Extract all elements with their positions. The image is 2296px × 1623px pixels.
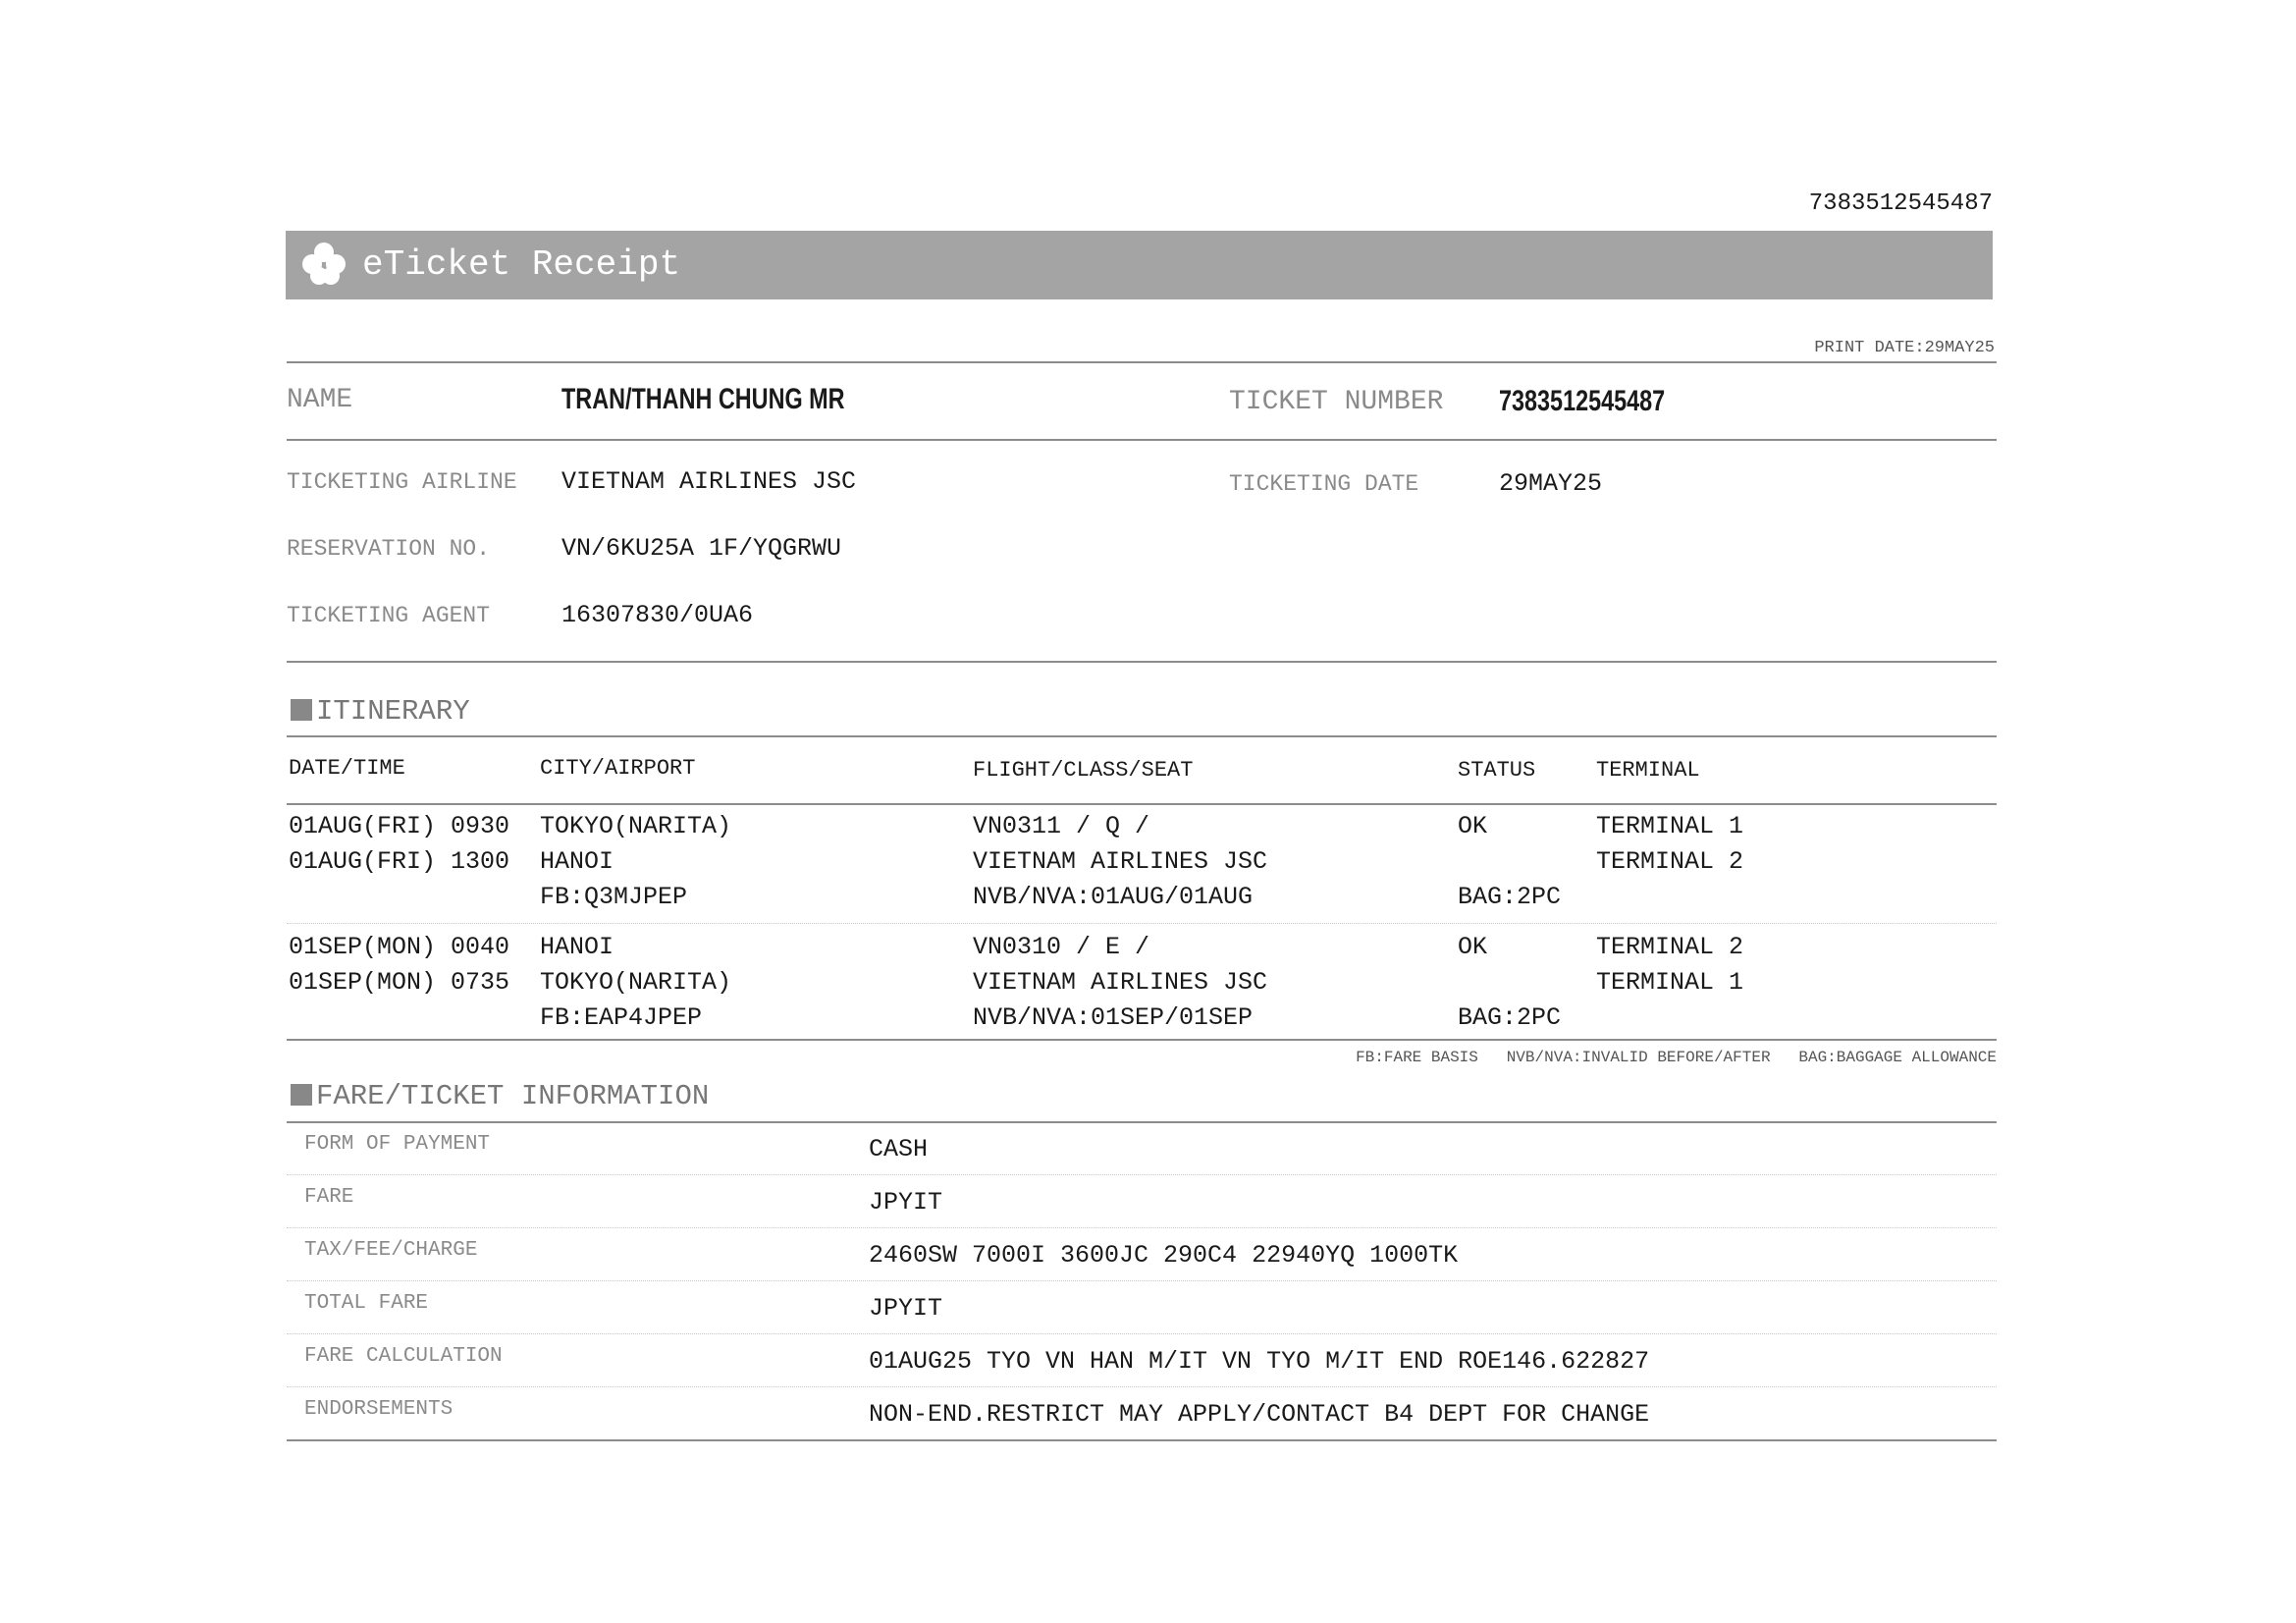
- segment-validity: NVB/NVA:01AUG/01AUG: [973, 883, 1254, 911]
- reservation-number: VN/6KU25A 1F/YQGRWU: [561, 534, 842, 563]
- fare-row-label: TAX/FEE/CHARGE: [304, 1239, 478, 1262]
- ticketing-airline-label: TICKETING AIRLINE: [287, 469, 517, 495]
- divider: [287, 1039, 1997, 1041]
- segment-arr-city: TOKYO(NARITA): [540, 968, 732, 997]
- column-header: CITY/AIRPORT: [540, 756, 696, 781]
- row-divider: [287, 1333, 1997, 1334]
- segment-carrier: VIETNAM AIRLINES JSC: [973, 968, 1268, 997]
- segment-arr-terminal: TERMINAL 1: [1596, 968, 1744, 997]
- itinerary-section-title: ITINERARY: [291, 695, 470, 728]
- itinerary-legend: FB:FARE BASIS NVB/NVA:INVALID BEFORE/AFT…: [1356, 1049, 1997, 1066]
- segment-dep-terminal: TERMINAL 2: [1596, 933, 1744, 961]
- column-header: DATE/TIME: [289, 756, 405, 781]
- divider: [287, 735, 1997, 737]
- divider: [287, 1121, 1997, 1123]
- divider: [287, 1439, 1997, 1441]
- segment-dep-time: 01SEP(MON) 0040: [289, 933, 510, 961]
- reservation-label: RESERVATION NO.: [287, 536, 491, 562]
- segment-dep-city: HANOI: [540, 933, 614, 961]
- segment-dep-terminal: TERMINAL 1: [1596, 812, 1744, 840]
- fare-row-label: ENDORSEMENTS: [304, 1398, 454, 1421]
- segment-dep-time: 01AUG(FRI) 0930: [289, 812, 510, 840]
- column-header: TERMINAL: [1596, 758, 1700, 783]
- fare-row-label: TOTAL FARE: [304, 1292, 429, 1315]
- divider: [287, 361, 1997, 363]
- lotus-icon: [302, 243, 346, 285]
- ticket-number: 7383512545487: [1499, 385, 1666, 417]
- fare-row-label: FARE: [304, 1186, 354, 1209]
- ticketing-date-label: TICKETING DATE: [1229, 471, 1419, 497]
- fare-row-value: 2460SW 7000I 3600JC 290C4 22940YQ 1000TK: [869, 1241, 1459, 1270]
- square-bullet-icon: [291, 1084, 312, 1106]
- passenger-name: TRAN/THANH CHUNG MR: [561, 383, 845, 415]
- itinerary-title: ITINERARY: [316, 695, 470, 728]
- legend-item: NVB/NVA:INVALID BEFORE/AFTER: [1506, 1049, 1771, 1066]
- segment-validity: NVB/NVA:01SEP/01SEP: [973, 1003, 1254, 1032]
- segment-fare-basis: FB:Q3MJPEP: [540, 883, 688, 911]
- segment-fare-basis: FB:EAP4JPEP: [540, 1003, 703, 1032]
- top-ticket-number: 7383512545487: [1808, 190, 1993, 217]
- title-bar: eTicket Receipt: [286, 231, 1993, 299]
- page-title: eTicket Receipt: [362, 244, 681, 285]
- segment-arr-time: 01AUG(FRI) 1300: [289, 847, 510, 876]
- ticketing-airline: VIETNAM AIRLINES JSC: [561, 467, 857, 496]
- legend-item: BAG:BAGGAGE ALLOWANCE: [1798, 1049, 1997, 1066]
- segment-arr-city: HANOI: [540, 847, 614, 876]
- segment-carrier: VIETNAM AIRLINES JSC: [973, 847, 1268, 876]
- column-header: FLIGHT/CLASS/SEAT: [973, 758, 1194, 783]
- fare-row-value: JPYIT: [869, 1188, 943, 1217]
- segment-dep-city: TOKYO(NARITA): [540, 812, 732, 840]
- row-divider: [287, 1174, 1997, 1175]
- segment-status: OK: [1458, 933, 1488, 961]
- ticketing-agent: 16307830/0UA6: [561, 601, 754, 629]
- legend-item: FB:FARE BASIS: [1356, 1049, 1478, 1066]
- segment-arr-terminal: TERMINAL 2: [1596, 847, 1744, 876]
- row-divider: [287, 1386, 1997, 1387]
- ticket-number-label: TICKET NUMBER: [1229, 387, 1444, 417]
- segment-arr-time: 01SEP(MON) 0735: [289, 968, 510, 997]
- segment-flight: VN0311 / Q /: [973, 812, 1150, 840]
- segment-baggage: BAG:2PC: [1458, 1003, 1562, 1032]
- fare-row-label: FORM OF PAYMENT: [304, 1133, 491, 1156]
- print-date: PRINT DATE:29MAY25: [1814, 339, 1995, 357]
- column-header: STATUS: [1458, 758, 1536, 783]
- fare-title: FARE/TICKET INFORMATION: [316, 1080, 710, 1112]
- fare-row-label: FARE CALCULATION: [304, 1345, 503, 1368]
- divider: [287, 803, 1997, 805]
- fare-row-value: 01AUG25 TYO VN HAN M/IT VN TYO M/IT END …: [869, 1347, 1650, 1376]
- row-divider: [287, 1280, 1997, 1281]
- square-bullet-icon: [291, 699, 312, 721]
- fare-row-value: JPYIT: [869, 1294, 943, 1323]
- ticketing-date: 29MAY25: [1499, 469, 1603, 498]
- divider: [287, 661, 1997, 663]
- divider: [287, 439, 1997, 441]
- ticketing-agent-label: TICKETING AGENT: [287, 603, 491, 628]
- name-label: NAME: [287, 385, 353, 415]
- segment-flight: VN0310 / E /: [973, 933, 1150, 961]
- row-divider: [287, 1227, 1997, 1228]
- fare-row-value: CASH: [869, 1135, 929, 1163]
- fare-row-value: NON-END.RESTRICT MAY APPLY/CONTACT B4 DE…: [869, 1400, 1650, 1429]
- segment-baggage: BAG:2PC: [1458, 883, 1562, 911]
- fare-section-title: FARE/TICKET INFORMATION: [291, 1080, 709, 1112]
- segment-divider: [287, 923, 1997, 924]
- segment-status: OK: [1458, 812, 1488, 840]
